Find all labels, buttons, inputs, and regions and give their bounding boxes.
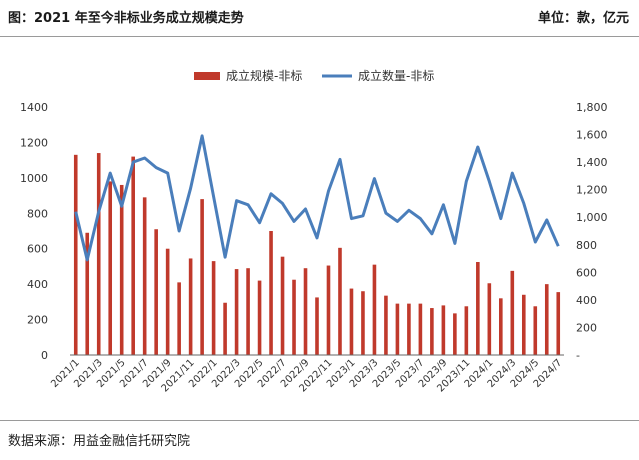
bar xyxy=(257,280,262,355)
x-axis: 2021/12021/32021/52021/72021/92021/11202… xyxy=(49,354,564,394)
legend-label-bar: 成立规模-非标 xyxy=(226,68,302,83)
bar xyxy=(73,154,78,355)
bar xyxy=(418,303,423,355)
y-right-tick-label: 800 xyxy=(576,239,597,252)
bar xyxy=(96,153,101,355)
y-right-tick-label: 1,400 xyxy=(576,156,608,169)
legend-swatch-bar xyxy=(194,72,220,80)
bar xyxy=(556,292,561,355)
bar xyxy=(464,306,469,355)
bar xyxy=(441,305,446,355)
y-right-tick-label: 1,000 xyxy=(576,211,608,224)
y-right-tick-label: 200 xyxy=(576,321,597,334)
y-left-tick-label: 0 xyxy=(41,349,48,362)
chart-area: 成立规模-非标 成立数量-非标 0 200 400 600 800 1000 1200 1400… xyxy=(20,68,608,394)
y-right-tick-label: - xyxy=(576,349,580,362)
bar xyxy=(85,232,90,355)
bar xyxy=(510,270,515,355)
chart-title: 图：2021 年至今非标业务成立规模走势 xyxy=(8,11,244,26)
y-left-tick-label: 200 xyxy=(27,314,48,327)
bar xyxy=(200,199,204,355)
bar xyxy=(487,283,492,355)
bar xyxy=(188,258,193,355)
y-right-tick-label: 400 xyxy=(576,294,597,307)
bar-series xyxy=(73,153,561,355)
y-left-tick-label: 800 xyxy=(27,207,48,220)
bar xyxy=(246,268,250,355)
bar xyxy=(142,197,147,355)
bar xyxy=(292,279,296,355)
legend-label-line: 成立数量-非标 xyxy=(358,68,434,83)
bar xyxy=(108,181,113,355)
bar xyxy=(303,268,308,355)
y-right-tick-label: 1,200 xyxy=(576,184,608,197)
bar xyxy=(453,313,457,355)
bar xyxy=(499,298,503,355)
bar xyxy=(407,303,411,355)
chart-legend: 成立规模-非标 成立数量-非标 xyxy=(194,68,434,83)
top-divider xyxy=(0,36,639,37)
bar xyxy=(533,306,538,355)
bar xyxy=(544,284,549,355)
bar xyxy=(177,282,181,355)
unit-label: 单位：款，亿元 xyxy=(537,11,629,26)
bar xyxy=(349,288,354,355)
y-axis-left: 0 200 400 600 800 1000 1200 1400 xyxy=(20,101,48,362)
bar xyxy=(521,294,526,355)
bar xyxy=(131,156,135,355)
series-line xyxy=(74,134,560,262)
bar xyxy=(315,297,319,355)
line-series xyxy=(74,134,560,262)
source-note: 数据来源：用益金融信托研究院 xyxy=(8,434,191,449)
bar xyxy=(280,256,285,355)
bar xyxy=(154,229,158,355)
bar xyxy=(430,308,434,355)
y-left-tick-label: 600 xyxy=(27,243,48,256)
bar xyxy=(223,302,227,355)
bar xyxy=(234,269,239,355)
bar xyxy=(119,184,124,355)
bar xyxy=(211,261,216,355)
y-right-tick-label: 1,800 xyxy=(576,101,608,114)
y-left-tick-label: 1200 xyxy=(20,136,48,149)
y-left-tick-label: 1400 xyxy=(20,101,48,114)
y-axis-right: - 200 400 600 800 1,000 1,200 1,400 1,600 1,800 xyxy=(576,101,608,362)
bar xyxy=(361,291,365,355)
bar xyxy=(372,264,377,355)
y-left-tick-label: 400 xyxy=(27,278,48,291)
bar xyxy=(384,295,388,355)
y-right-tick-label: 1,600 xyxy=(576,129,608,142)
bar xyxy=(269,231,273,355)
bar xyxy=(476,262,480,355)
y-right-tick-label: 600 xyxy=(576,266,597,279)
bar xyxy=(338,247,342,355)
bar xyxy=(165,248,170,355)
bar xyxy=(395,303,400,355)
bottom-divider xyxy=(0,420,639,421)
bar xyxy=(326,265,331,355)
y-left-tick-label: 1000 xyxy=(20,172,48,185)
